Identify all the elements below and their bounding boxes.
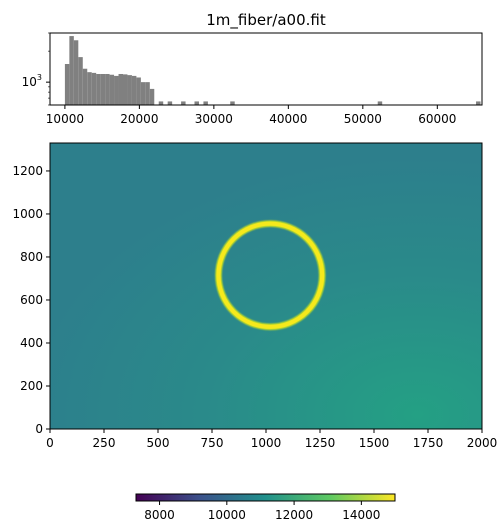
histogram-bar — [167, 101, 173, 105]
image-x-tick-label: 250 — [93, 436, 116, 450]
histogram-bars — [64, 36, 481, 106]
image-x-tick-label: 750 — [201, 436, 224, 450]
histogram-bar — [136, 77, 141, 105]
histogram-x-ticks: 10000 20000 30000 40000 50000 60000 — [46, 105, 456, 126]
histogram-bar — [203, 101, 208, 105]
histogram-bar — [158, 101, 164, 105]
histogram-x-tick-label: 60000 — [418, 112, 456, 126]
histogram-bar — [73, 40, 79, 106]
histogram-bar — [149, 88, 155, 105]
image-y-tick-label: 400 — [20, 336, 43, 350]
colorbar-tick-label: 8000 — [144, 508, 175, 522]
histogram-bar — [109, 74, 115, 105]
histogram-x-tick-label: 10000 — [46, 112, 84, 126]
image-y-tick-label: 1000 — [12, 207, 43, 221]
histogram-bar — [82, 68, 88, 105]
colorbar-gradient — [136, 494, 395, 501]
colorbar: 8000 10000 12000 14000 — [135, 493, 396, 522]
histogram-bar — [91, 72, 97, 105]
image-x-ticks: 0 250 500 750 1000 1250 1500 1750 2000 — [46, 429, 497, 450]
image-x-tick-label: 1750 — [413, 436, 444, 450]
histogram-y-ticks: 103 — [22, 32, 50, 106]
histogram-x-tick-label: 40000 — [269, 112, 307, 126]
image-ring — [215, 220, 326, 331]
colorbar-frame — [135, 493, 396, 502]
colorbar-tick-label: 14000 — [342, 508, 380, 522]
image-background — [50, 143, 482, 429]
histogram-bar — [194, 101, 199, 105]
histogram-bar — [87, 72, 92, 105]
image-x-tick-label: 1000 — [251, 436, 282, 450]
histogram-bar — [145, 82, 150, 105]
histogram-frame — [49, 32, 483, 106]
histogram-bar — [377, 101, 383, 105]
histogram-bar — [122, 74, 128, 105]
image-x-tick-label: 1500 — [359, 436, 390, 450]
histogram-bar — [181, 101, 186, 105]
image-y-tick-label: 1200 — [12, 164, 43, 178]
histogram-x-tick-label: 50000 — [344, 112, 382, 126]
histogram-bar — [140, 82, 146, 105]
image-y-tick-label: 800 — [20, 250, 43, 264]
image-y-ticks: 0 200 400 600 800 1000 1200 — [12, 164, 50, 436]
image-y-tick-label: 600 — [20, 293, 43, 307]
histogram-bar — [78, 57, 83, 105]
histogram-y-tick-label: 103 — [22, 73, 42, 89]
histogram-bar — [127, 75, 132, 105]
colorbar-tick-label: 12000 — [275, 508, 313, 522]
histogram-bar — [230, 101, 235, 105]
histogram-bar — [105, 73, 110, 105]
ring — [216, 221, 325, 329]
image-x-tick-label: 500 — [147, 436, 170, 450]
colorbar-ticks: 8000 10000 12000 14000 — [144, 501, 380, 522]
colorbar-tick-label: 10000 — [208, 508, 246, 522]
image-x-tick-label: 0 — [46, 436, 54, 450]
histogram-bar — [100, 73, 106, 105]
image-y-tick-label: 0 — [35, 422, 43, 436]
histogram-bar — [131, 75, 137, 105]
histogram-bar — [114, 75, 119, 105]
image-x-tick-label: 2000 — [467, 436, 498, 450]
histogram-chart: 10000 20000 30000 40000 50000 60000 103 — [22, 32, 483, 126]
image-chart: 0 250 500 750 1000 1250 1500 1750 2000 0 200 400 60… — [12, 142, 497, 450]
image-x-tick-label: 1250 — [305, 436, 336, 450]
histogram-bar — [476, 101, 481, 105]
histogram-bar — [118, 73, 123, 105]
histogram-bar — [64, 64, 70, 105]
histogram-bar — [96, 73, 101, 105]
histogram-bar — [69, 36, 74, 105]
figure-title: 1m_fiber/a00.fit — [206, 11, 326, 30]
image-y-tick-label: 200 — [20, 379, 43, 393]
histogram-x-tick-label: 30000 — [195, 112, 233, 126]
histogram-x-tick-label: 20000 — [120, 112, 158, 126]
